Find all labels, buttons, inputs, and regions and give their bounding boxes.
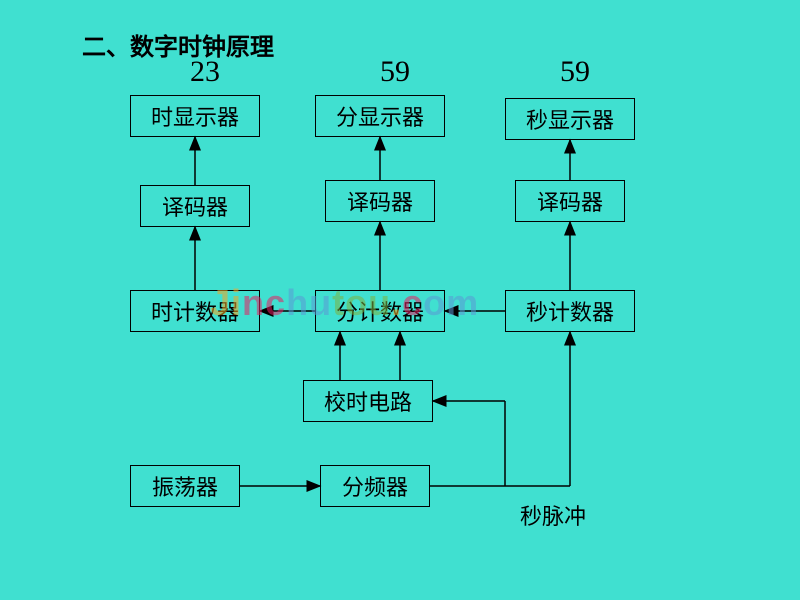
node-min-decoder: 译码器 [325, 180, 435, 222]
node-hour-decoder: 译码器 [140, 185, 250, 227]
node-hour-counter: 时计数器 [130, 290, 260, 332]
node-hour-display: 时显示器 [130, 95, 260, 137]
node-sec-display: 秒显示器 [505, 98, 635, 140]
number-hours: 23 [190, 55, 220, 89]
page-title: 二、数字时钟原理 [82, 27, 274, 62]
node-min-counter: 分计数器 [315, 290, 445, 332]
node-sec-decoder: 译码器 [515, 180, 625, 222]
node-time-adjust: 校时电路 [303, 380, 433, 422]
node-min-display: 分显示器 [315, 95, 445, 137]
node-sec-counter: 秒计数器 [505, 290, 635, 332]
number-seconds: 59 [560, 55, 590, 89]
label-pulse: 秒脉冲 [520, 499, 586, 531]
node-oscillator: 振荡器 [130, 465, 240, 507]
number-minutes: 59 [380, 55, 410, 89]
node-divider: 分频器 [320, 465, 430, 507]
